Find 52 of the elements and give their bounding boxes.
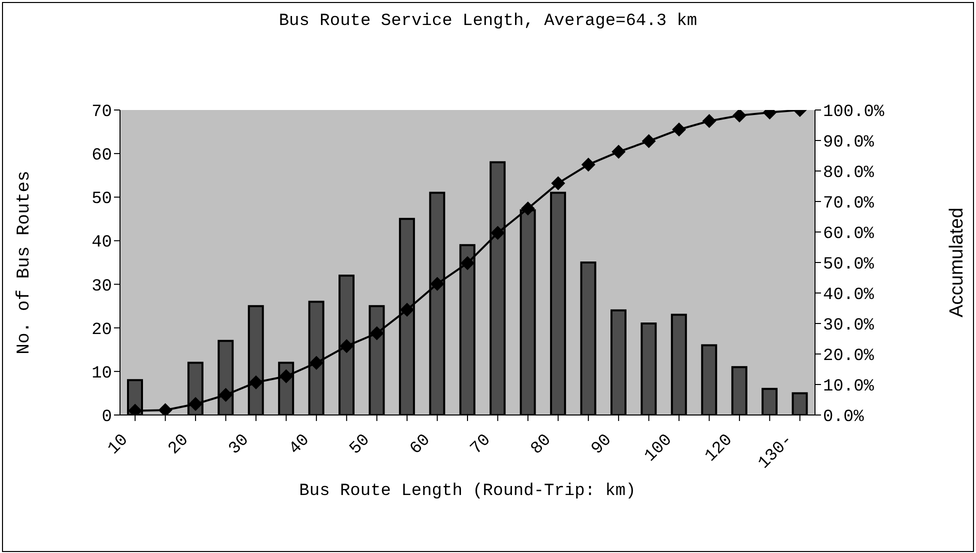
y-tick-label: 60	[92, 146, 112, 166]
y-tick-label: 30	[92, 277, 112, 296]
point	[400, 302, 414, 317]
x-tick-label: 20	[165, 430, 193, 459]
point	[248, 375, 263, 390]
y2-axis-title: Accumulated	[946, 208, 968, 318]
point	[460, 256, 474, 270]
x-tick-label: 40	[286, 430, 314, 459]
x-axis-title: Bus Route Length (Round-Trip: km)	[299, 482, 636, 501]
point	[309, 356, 324, 370]
y-tick-label: 40	[92, 234, 112, 253]
y-axis-title: No. of Bus Routes	[14, 170, 34, 354]
x-tick-label: 90	[588, 430, 616, 459]
point	[340, 339, 354, 354]
y2-tick-label: 20.0%	[823, 347, 875, 366]
x-tick-label: 30	[226, 430, 254, 459]
y2-tick-label: 90.0%	[823, 134, 875, 153]
point	[642, 134, 656, 148]
y2-tick-label: 50.0%	[823, 256, 875, 275]
point	[188, 397, 203, 412]
y2-tick-label: 100.0%	[823, 103, 886, 122]
x-tick-label: 60	[406, 430, 435, 459]
y2-tick-label: 0.0%	[823, 408, 865, 428]
y2-tick-label: 70.0%	[823, 194, 875, 214]
x-tick-label: 80	[528, 430, 556, 459]
point	[612, 144, 626, 159]
point	[370, 326, 384, 340]
y-tick-label: 70	[92, 103, 112, 122]
point	[581, 158, 596, 172]
x-tick-label: 50	[346, 430, 374, 459]
y2-tick-label: 40.0%	[823, 286, 875, 306]
chart-title: Bus Route Service Length, Average=64.3 km	[278, 12, 698, 31]
x-tick-label: 70	[467, 430, 496, 459]
x-tick-label: 120	[702, 430, 737, 466]
x-tick-label: 100	[641, 430, 676, 466]
y-tick-label: 0	[102, 408, 112, 428]
point	[430, 276, 444, 291]
point	[551, 176, 566, 190]
y2-tick-label: 80.0%	[823, 164, 875, 184]
y-tick-label: 50	[92, 190, 112, 210]
point	[218, 388, 233, 402]
point	[672, 122, 686, 137]
y-tick-label: 10	[92, 364, 112, 384]
point	[702, 114, 716, 128]
y2-tick-label: 30.0%	[823, 316, 875, 336]
point	[490, 226, 505, 240]
y-tick-label: 20	[92, 320, 112, 340]
point	[732, 110, 746, 122]
y2-tick-label: 10.0%	[823, 378, 875, 397]
y2-tick-label: 60.0%	[823, 225, 875, 244]
point	[520, 202, 535, 216]
point	[279, 369, 294, 384]
